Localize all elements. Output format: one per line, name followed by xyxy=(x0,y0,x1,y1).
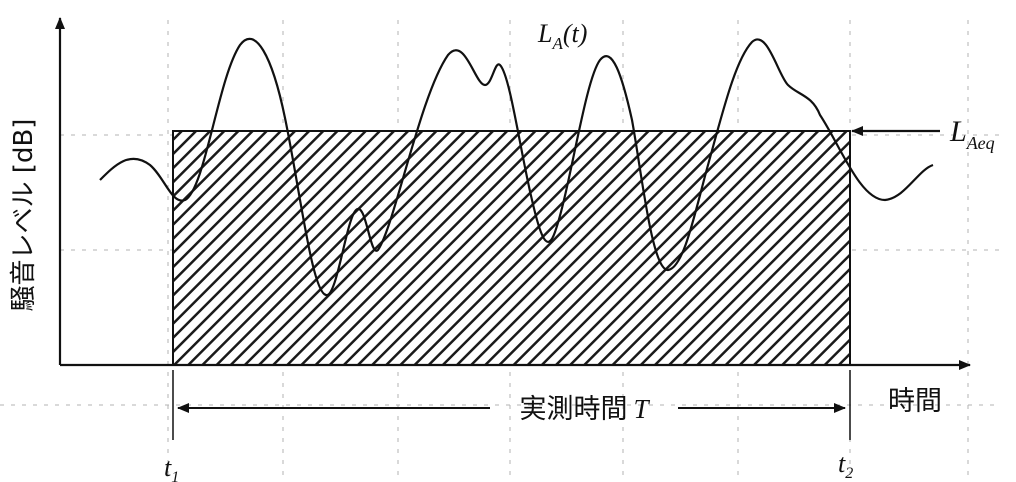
curve-label: LA(t) xyxy=(537,19,587,53)
measurement-label: 実測時間 T xyxy=(519,394,650,425)
x-axis-label: 時間 xyxy=(888,386,942,417)
equivalent-level-label: LAeq xyxy=(949,115,995,153)
t-end-label: t2 xyxy=(838,449,853,482)
noise-level-curve xyxy=(99,37,934,297)
equivalent-level-area xyxy=(172,130,851,366)
y-axis-label: 騒音レベル [dB] xyxy=(9,119,39,312)
t-start-label: t1 xyxy=(164,453,179,482)
